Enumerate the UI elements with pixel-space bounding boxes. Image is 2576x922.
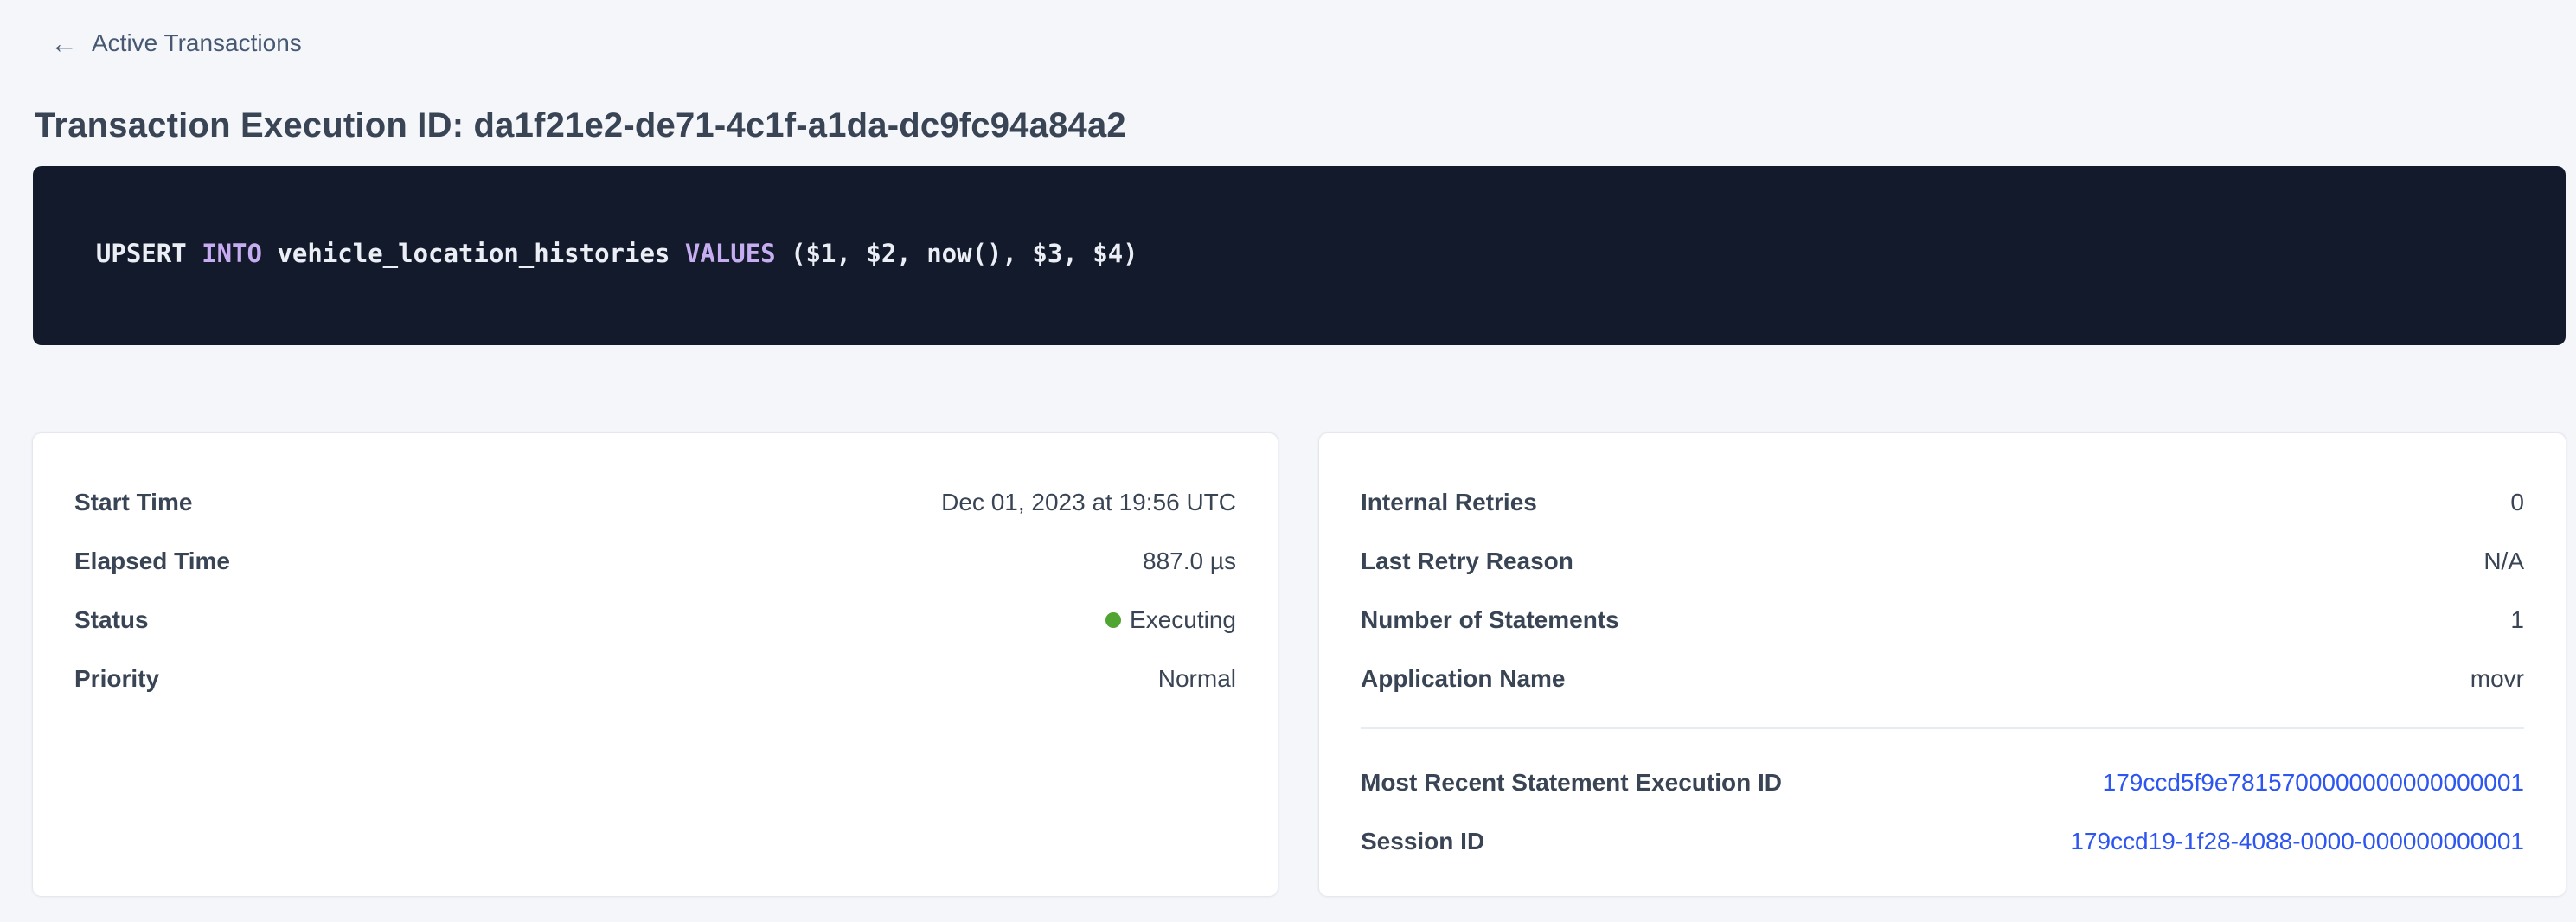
row-session-id: Session ID 179ccd19-1f28-4088-0000-00000… — [1361, 812, 2524, 871]
internal-retries-value: 0 — [2510, 489, 2524, 515]
detail-cards-row: Start Time Dec 01, 2023 at 19:56 UTC Ela… — [33, 433, 2566, 896]
row-number-of-statements: Number of Statements 1 — [1361, 591, 2524, 650]
status-value: Executing — [1105, 606, 1236, 634]
priority-value: Normal — [1157, 665, 1236, 692]
session-id-link[interactable]: 179ccd19-1f28-4088-0000-000000000001 — [2070, 828, 2524, 855]
number-of-statements-value: 1 — [2510, 606, 2524, 633]
internal-retries-label: Internal Retries — [1361, 489, 1537, 515]
row-elapsed-time: Elapsed Time 887.0 µs — [74, 532, 1236, 591]
application-name-label: Application Name — [1361, 665, 1566, 692]
start-time-label: Start Time — [74, 489, 193, 515]
transaction-overview-card: Start Time Dec 01, 2023 at 19:56 UTC Ela… — [33, 433, 1278, 896]
status-executing-dot-icon — [1105, 612, 1122, 628]
status-label: Status — [74, 606, 149, 633]
sql-token-args: ($1, $2, now(), $3, $4) — [791, 239, 1138, 268]
sql-statement-box: UPSERT INTO vehicle_location_histories V… — [33, 166, 2566, 345]
sql-token-upsert: UPSERT — [95, 239, 202, 268]
back-to-active-transactions-link[interactable]: ← Active Transactions — [0, 0, 302, 57]
transaction-details-card: Internal Retries 0 Last Retry Reason N/A… — [1319, 433, 2566, 896]
row-most-recent-statement-execution-id: Most Recent Statement Execution ID 179cc… — [1361, 753, 2524, 812]
last-retry-reason-label: Last Retry Reason — [1361, 547, 1573, 574]
sql-token-into: INTO — [202, 239, 278, 268]
page-title: Transaction Execution ID: da1f21e2-de71-… — [35, 106, 1126, 144]
row-status: Status Executing — [74, 591, 1236, 650]
most-recent-statement-execution-id-link[interactable]: 179ccd5f9e7815700000000000000001 — [2102, 769, 2524, 796]
sql-token-table-name: vehicle_location_histories — [277, 239, 685, 268]
row-priority: Priority Normal — [74, 650, 1236, 708]
start-time-value: Dec 01, 2023 at 19:56 UTC — [941, 489, 1236, 515]
elapsed-time-value: 887.0 µs — [1143, 547, 1236, 574]
row-application-name: Application Name movr — [1361, 650, 2524, 708]
last-retry-reason-value: N/A — [2483, 547, 2524, 574]
card-section-divider — [1361, 727, 2524, 729]
sql-token-values: VALUES — [684, 239, 791, 268]
elapsed-time-label: Elapsed Time — [74, 547, 231, 574]
row-internal-retries: Internal Retries 0 — [1361, 473, 2524, 532]
row-start-time: Start Time Dec 01, 2023 at 19:56 UTC — [74, 473, 1236, 532]
status-badge: Executing — [1130, 606, 1236, 633]
row-last-retry-reason: Last Retry Reason N/A — [1361, 532, 2524, 591]
most-recent-statement-execution-id-label: Most Recent Statement Execution ID — [1361, 769, 1782, 796]
number-of-statements-label: Number of Statements — [1361, 606, 1619, 633]
back-arrow-icon: ← — [50, 28, 78, 59]
session-id-label: Session ID — [1361, 828, 1485, 855]
application-name-value: movr — [2470, 665, 2524, 692]
back-link-label: Active Transactions — [92, 29, 302, 56]
priority-label: Priority — [74, 665, 160, 692]
